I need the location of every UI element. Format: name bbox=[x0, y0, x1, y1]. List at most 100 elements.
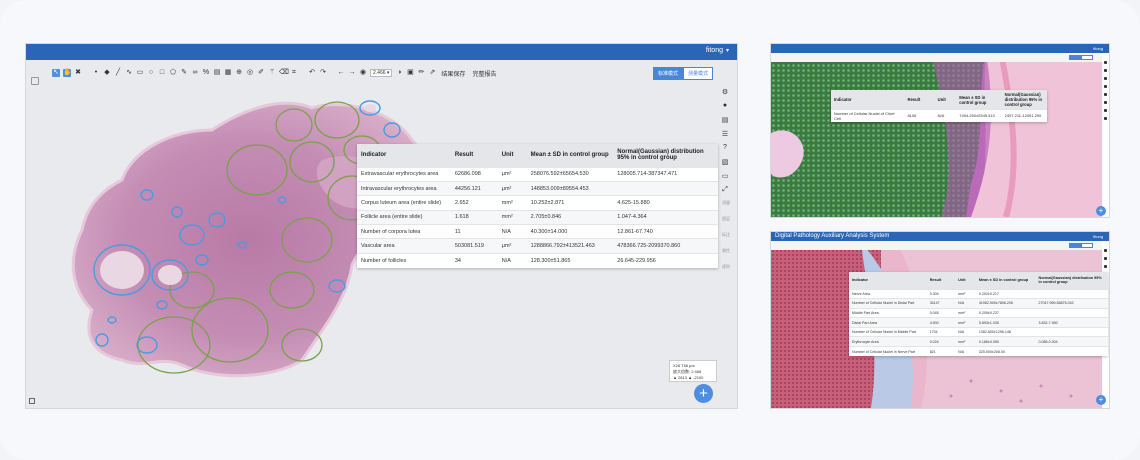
eye-icon[interactable]: ◑ bbox=[397, 69, 402, 76]
cross-tool-icon[interactable]: ✖ bbox=[75, 69, 81, 76]
polygon-tool-icon[interactable]: ⬠ bbox=[169, 69, 177, 76]
percent-tool-icon[interactable]: % bbox=[202, 69, 210, 76]
marker-tool-icon[interactable]: ◆ bbox=[104, 69, 110, 76]
zoom-value: 2.466 bbox=[373, 70, 386, 76]
tab-measure[interactable]: 测量模式 bbox=[682, 67, 713, 80]
zoom-select[interactable]: 2.466 ▾ bbox=[370, 69, 393, 77]
tag-tool-icon[interactable]: ⌗ bbox=[292, 69, 296, 76]
side-label-rules[interactable]: 规则 bbox=[722, 264, 730, 269]
tab-standard[interactable]: 标准模式 bbox=[652, 67, 683, 80]
pan-tool-icon[interactable]: ✋ bbox=[63, 69, 72, 77]
help-icon[interactable] bbox=[1104, 93, 1107, 96]
document-icon[interactable] bbox=[1104, 77, 1107, 80]
side-label-properties[interactable]: 属性 bbox=[722, 248, 730, 253]
measure-icon[interactable]: ⇗ bbox=[429, 69, 436, 76]
list-icon[interactable] bbox=[1104, 85, 1107, 88]
chat-icon[interactable] bbox=[1104, 257, 1107, 260]
layers-icon[interactable]: ▧ bbox=[721, 159, 729, 166]
document-icon[interactable] bbox=[1104, 265, 1107, 268]
chat-icon[interactable] bbox=[1104, 69, 1107, 72]
tissue-slide-image[interactable] bbox=[62, 90, 502, 390]
grid-tool-icon[interactable]: ▦ bbox=[224, 69, 232, 76]
table-cell bbox=[613, 180, 718, 196]
full-report-button[interactable]: 完整报告 bbox=[472, 71, 497, 78]
user-name: fitong bbox=[705, 47, 723, 54]
table-cell: 821 bbox=[926, 346, 956, 357]
screen-icon[interactable]: ▣ bbox=[407, 69, 414, 76]
table-cell: μm² bbox=[497, 238, 527, 254]
side-label-layers[interactable]: 图层 bbox=[722, 216, 730, 221]
arrow-left-icon[interactable]: ← bbox=[337, 69, 345, 76]
home-icon[interactable] bbox=[29, 398, 35, 404]
gear-icon[interactable] bbox=[1104, 61, 1107, 64]
pencil-icon[interactable]: ✏ bbox=[418, 69, 425, 76]
table-cell: 5.893±1.030 bbox=[975, 317, 1036, 328]
arrow-right-icon[interactable]: → bbox=[348, 69, 356, 76]
table-cell bbox=[1035, 326, 1108, 337]
user-name[interactable]: fitong bbox=[1093, 233, 1103, 239]
table-cell: 40.300±14.000 bbox=[526, 224, 614, 239]
table-cell: Corpus luteum area (entire slide) bbox=[357, 195, 451, 211]
layers-icon[interactable] bbox=[1104, 101, 1107, 104]
pointer-tool-icon[interactable]: ↖ bbox=[52, 69, 60, 77]
table-row: Nerve Area 0.304 mm² 0.202±0.217 bbox=[849, 288, 1108, 299]
document-icon[interactable]: ▤ bbox=[721, 117, 729, 124]
folder-icon[interactable]: ▭ bbox=[721, 173, 729, 180]
col-result: Result bbox=[450, 144, 498, 167]
table-cell: mm² bbox=[955, 288, 976, 299]
camera-icon[interactable]: ◉ bbox=[359, 69, 367, 76]
user-name[interactable]: fitong bbox=[1093, 45, 1103, 51]
tab-measure[interactable] bbox=[1081, 55, 1093, 60]
list-icon[interactable]: ☰ bbox=[721, 131, 729, 138]
table-cell: Nerve Area bbox=[849, 288, 927, 299]
pen-tool-icon[interactable]: ✐ bbox=[258, 69, 264, 76]
table-cell: N/A bbox=[955, 298, 976, 309]
target-tool-icon[interactable]: ◎ bbox=[246, 69, 254, 76]
eraser-tool-icon[interactable]: ⌫ bbox=[279, 69, 289, 76]
tab-standard[interactable] bbox=[1069, 243, 1081, 248]
rect-tool-icon[interactable]: ▭ bbox=[136, 69, 144, 76]
side-label-measure[interactable]: 测量 bbox=[722, 200, 730, 205]
polyline-tool-icon[interactable]: ∿ bbox=[126, 69, 132, 76]
ruler-tool-icon[interactable]: ▤ bbox=[213, 69, 221, 76]
undo-icon[interactable]: ↶ bbox=[309, 69, 315, 76]
user-menu[interactable]: fitong ▾ bbox=[706, 47, 729, 54]
add-button[interactable]: + bbox=[1096, 395, 1106, 405]
redo-icon[interactable]: ↷ bbox=[320, 69, 326, 76]
chat-icon[interactable]: ● bbox=[722, 102, 728, 109]
table-row: Corpus luteum area (entire slide) 2.652 mm… bbox=[357, 195, 718, 211]
add-button[interactable]: + bbox=[1096, 206, 1106, 216]
overview-icon[interactable] bbox=[31, 77, 39, 85]
table-row: Distal Part Area 4.900 mm² 5.893±1.030 3.832… bbox=[849, 317, 1108, 328]
wand-tool-icon[interactable]: ⚚ bbox=[268, 69, 276, 76]
square-tool-icon[interactable]: □ bbox=[159, 69, 165, 76]
link-tool-icon[interactable]: ∞ bbox=[192, 69, 198, 76]
add-button[interactable]: + bbox=[694, 384, 713, 403]
results-table: Indicator Result Unit Mean ± SD in contr… bbox=[831, 90, 1047, 122]
table-cell: Number of Cellular Nuclei of Chief Cell bbox=[831, 109, 905, 122]
gear-icon[interactable]: ⚙ bbox=[721, 89, 729, 96]
table-cell: mm² bbox=[497, 195, 527, 211]
table-cell: Number of Cellular Nuclei in Nerve Part bbox=[849, 346, 927, 357]
table-cell: 0.205±0.237 bbox=[975, 307, 1036, 318]
expand-icon[interactable] bbox=[1104, 117, 1107, 120]
line-tool-icon[interactable]: ╱ bbox=[115, 69, 121, 76]
side-label-annotate[interactable]: 标注 bbox=[722, 232, 730, 237]
table-cell: 0.202±0.217 bbox=[975, 288, 1036, 299]
save-result-button[interactable]: 结果保存 bbox=[441, 71, 466, 78]
brush-tool-icon[interactable]: ✎ bbox=[181, 69, 187, 76]
crosshair-tool-icon[interactable]: ⊕ bbox=[236, 69, 242, 76]
expand-icon[interactable]: ⤢ bbox=[722, 186, 728, 193]
cavity-shapes bbox=[100, 104, 376, 289]
tab-measure[interactable] bbox=[1081, 243, 1093, 248]
point-tool-icon[interactable]: • bbox=[94, 69, 98, 76]
help-icon[interactable]: ? bbox=[723, 144, 727, 151]
folder-icon[interactable] bbox=[1104, 109, 1107, 112]
right-tool-column bbox=[1102, 53, 1109, 217]
ellipse-tool-icon[interactable]: ○ bbox=[148, 69, 154, 76]
tissue-image-chief-cell[interactable] bbox=[771, 53, 1109, 217]
gear-icon[interactable] bbox=[1104, 249, 1107, 252]
tab-standard[interactable] bbox=[1069, 55, 1081, 60]
table-cell: Follicle area (entire slide) bbox=[357, 209, 451, 225]
table-cell: N/A bbox=[955, 346, 976, 357]
